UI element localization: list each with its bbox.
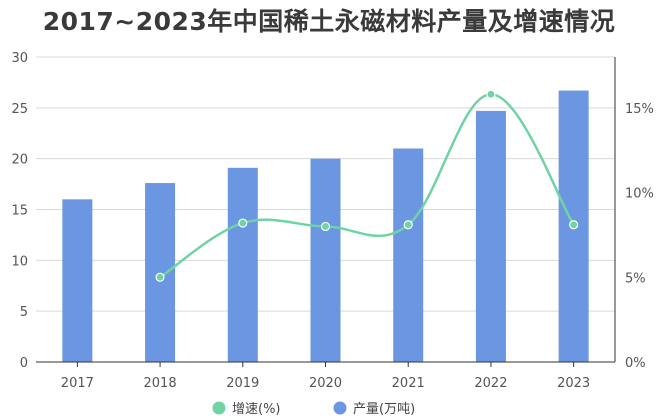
y-right-tick-label: 5%: [625, 271, 646, 286]
y-left-tick-label: 15: [11, 204, 28, 219]
bars-layer: [62, 90, 589, 363]
axis-layer: 0 5 10 15 20 25 30 0% 5% 10% 15% 2017 2018 2019 2020 20…: [11, 51, 653, 391]
x-tick-label: 2023: [557, 376, 590, 391]
growth-point[interactable]: [486, 89, 496, 99]
y-left-tick-label: 30: [11, 51, 28, 66]
y-right-tick-label: 10%: [625, 187, 654, 202]
bar[interactable]: [310, 158, 341, 362]
y-right-tick-label: 0%: [625, 356, 646, 371]
x-tick-label: 2021: [392, 376, 425, 391]
legend-label[interactable]: 产量(万吨): [353, 402, 415, 417]
y-left-tick-label: 10: [11, 254, 28, 269]
x-tick-label: 2018: [144, 376, 177, 391]
bar[interactable]: [62, 199, 93, 362]
bar[interactable]: [475, 110, 506, 362]
x-tick-label: 2020: [309, 376, 342, 391]
y-left-tick-label: 5: [20, 305, 28, 320]
line-layer: [155, 89, 579, 282]
legend-marker[interactable]: [212, 401, 226, 415]
y-right-tick-label: 15%: [625, 102, 654, 117]
bar[interactable]: [393, 148, 424, 363]
x-tick-label: 2019: [226, 376, 259, 391]
growth-point[interactable]: [569, 220, 579, 230]
growth-point[interactable]: [155, 272, 165, 282]
legend-marker[interactable]: [333, 401, 347, 415]
legend[interactable]: 增速(%) 产量(万吨): [212, 401, 416, 418]
growth-point[interactable]: [320, 221, 331, 232]
bar[interactable]: [145, 183, 176, 362]
y-left-tick-label: 25: [11, 102, 28, 117]
x-tick-label: 2022: [474, 376, 507, 391]
chart-title: 2017~2023年中国稀土永磁材料产量及增速情况: [42, 7, 616, 36]
legend-label[interactable]: 增速(%): [232, 402, 281, 417]
y-left-tick-label: 0: [20, 356, 28, 371]
growth-line: [159, 93, 575, 279]
y-left-tick-label: 20: [11, 153, 28, 168]
growth-point[interactable]: [238, 218, 248, 228]
x-tick-label: 2017: [61, 376, 94, 391]
growth-point[interactable]: [403, 220, 413, 230]
bar[interactable]: [227, 167, 258, 362]
